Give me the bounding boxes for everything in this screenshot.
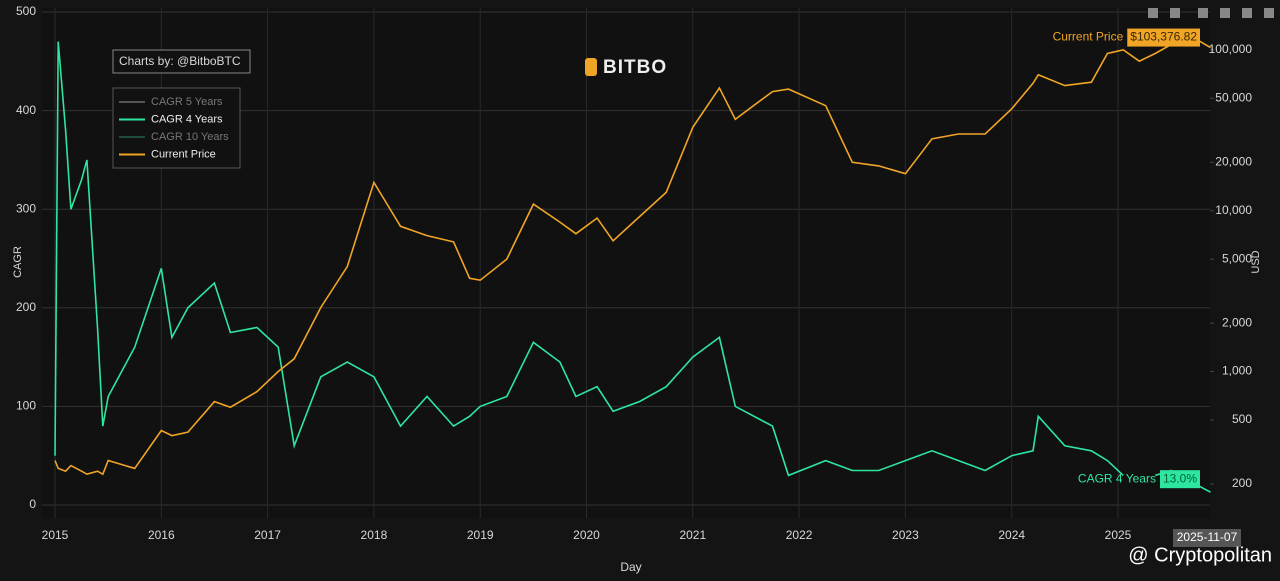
y-tick-label: 0	[29, 497, 36, 511]
value-label: $103,376.82	[1130, 30, 1197, 44]
toolbar	[1148, 8, 1274, 18]
annotation: Charts by: @BitboBTC	[119, 54, 241, 68]
x-tick-label: 2024	[998, 528, 1025, 542]
legend-label: CAGR 10 Years	[151, 131, 229, 143]
x-tick-label: 2021	[679, 528, 706, 542]
toolbar-autoscale[interactable]	[1242, 8, 1252, 18]
y-tick-label: 200	[16, 300, 36, 314]
y2-tick-label: 2,000	[1222, 315, 1252, 329]
x-tick-label: 2023	[892, 528, 919, 542]
value-label-box	[1127, 28, 1200, 47]
value-label: 13.0%	[1163, 471, 1197, 485]
x-tick-label: 2018	[361, 528, 388, 542]
legend-label: CAGR 5 Years	[151, 96, 223, 108]
toolbar-pan[interactable]	[1170, 8, 1180, 18]
value-label-box	[1159, 470, 1200, 489]
annotation-box	[112, 49, 251, 74]
x-tick-label: 2019	[467, 528, 494, 542]
toolbar-home[interactable]	[1264, 8, 1274, 18]
toolbar-zoom-out[interactable]	[1220, 8, 1230, 18]
watermark: @ Cryptopolitan	[1128, 544, 1272, 566]
y-tick-label: 300	[16, 201, 36, 215]
series-line	[54, 39, 1211, 476]
y-tick-label: 400	[16, 103, 36, 117]
y-tick-label: 100	[16, 399, 36, 413]
x-tick-label: 2020	[573, 528, 600, 542]
end-series-name: Current Price	[1053, 30, 1124, 44]
x-tick-label: 2016	[148, 528, 175, 542]
y2-tick-label: 20,000	[1215, 154, 1252, 168]
y2-tick-label: 5,000	[1222, 251, 1252, 265]
cursor-label: 2025-11-07	[1177, 530, 1238, 544]
y2-tick-label: 10,000	[1215, 203, 1252, 217]
toolbar-zoom[interactable]	[1148, 8, 1158, 18]
y2-tick-label: 100,000	[1209, 42, 1253, 56]
legend-label: CAGR 4 Years	[151, 113, 223, 125]
y2-tick-label: 50,000	[1215, 90, 1252, 104]
logo-icon	[585, 58, 597, 76]
y2-tick-label: 500	[1232, 412, 1252, 426]
y2-tick-label: 200	[1232, 476, 1252, 490]
y-axis-title: CAGR	[12, 246, 24, 278]
logo: BITBO	[603, 57, 667, 78]
x-tick-label: 2022	[786, 528, 813, 542]
legend: CAGR 5 Years CAGR 4 Years CAGR 10 Years Cur…	[119, 96, 229, 160]
toolbar-zoom-in[interactable]	[1198, 8, 1208, 18]
x-tick-label: 2025	[1105, 528, 1132, 542]
legend-label: Current Price	[151, 148, 216, 160]
x-tick-label: 2017	[254, 528, 281, 542]
x-axis-title: Day	[620, 560, 641, 574]
y2-axis-title: USD	[1250, 250, 1262, 273]
cursor-box	[1173, 529, 1241, 547]
y-tick-label: 500	[16, 4, 36, 18]
x-tick-label: 2015	[42, 528, 69, 542]
end-series-name: CAGR 4 Years	[1078, 471, 1156, 485]
y2-tick-label: 1,000	[1222, 364, 1252, 378]
